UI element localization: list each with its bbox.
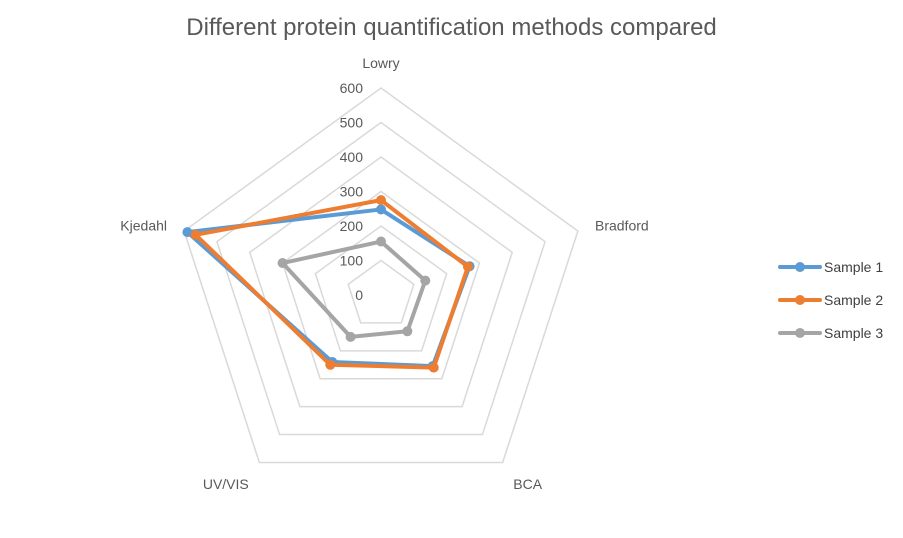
grid-ring-4	[248, 156, 514, 408]
legend-item-sample-1: Sample 1	[778, 250, 883, 283]
data-point	[376, 204, 386, 215]
r-tick-label: 300	[340, 184, 364, 200]
category-label: BCA	[513, 476, 542, 492]
grid-ring-2	[314, 225, 448, 352]
data-point	[420, 275, 431, 286]
r-tick-label: 600	[340, 80, 364, 96]
data-point	[182, 227, 193, 238]
grid-ring-3	[281, 190, 481, 380]
legend-swatch-sample-3	[778, 326, 822, 340]
r-tick-label: 0	[355, 287, 363, 303]
category-labels: Lowry Bradford BCA UV/VIS Kjedahl	[120, 55, 648, 492]
data-point	[428, 362, 439, 373]
data-point	[345, 331, 356, 342]
legend-swatch-sample-2	[778, 293, 822, 307]
series-2	[190, 195, 473, 373]
legend-label-sample-1: Sample 1	[824, 258, 884, 275]
legend-swatch-sample-1	[778, 260, 822, 274]
r-tick-label: 400	[340, 149, 364, 165]
data-point	[376, 236, 386, 247]
legend-label-sample-3: Sample 3	[824, 324, 884, 341]
category-label: Kjedahl	[120, 217, 167, 233]
category-label: Lowry	[362, 55, 399, 71]
data-point	[277, 258, 288, 269]
data-point	[376, 195, 386, 206]
data-point	[402, 326, 413, 337]
data-point	[462, 261, 473, 272]
radar-grid	[183, 87, 579, 464]
grid-ring-5	[216, 121, 546, 436]
series-layer	[182, 195, 475, 373]
data-point	[190, 229, 201, 240]
series-line	[193, 198, 470, 370]
legend: Sample 1 Sample 2 Sample 3	[778, 250, 883, 349]
legend-item-sample-2: Sample 2	[778, 283, 883, 316]
category-label: Bradford	[595, 217, 649, 233]
category-label: UV/VIS	[203, 476, 249, 492]
r-tick-label: 100	[340, 253, 364, 269]
r-tick-label: 500	[340, 115, 364, 131]
legend-item-sample-3: Sample 3	[778, 316, 883, 349]
data-point	[325, 359, 336, 370]
r-tick-label: 200	[340, 218, 364, 234]
series-3	[277, 236, 431, 342]
legend-label-sample-2: Sample 2	[824, 291, 884, 308]
grid-ring-1	[347, 259, 415, 324]
radial-tick-labels: 0 100 200 300 400 500 600	[340, 80, 364, 303]
grid-ring-6	[183, 87, 579, 464]
series-line	[280, 239, 428, 339]
chart-title: Different protein quantification methods…	[186, 14, 717, 41]
